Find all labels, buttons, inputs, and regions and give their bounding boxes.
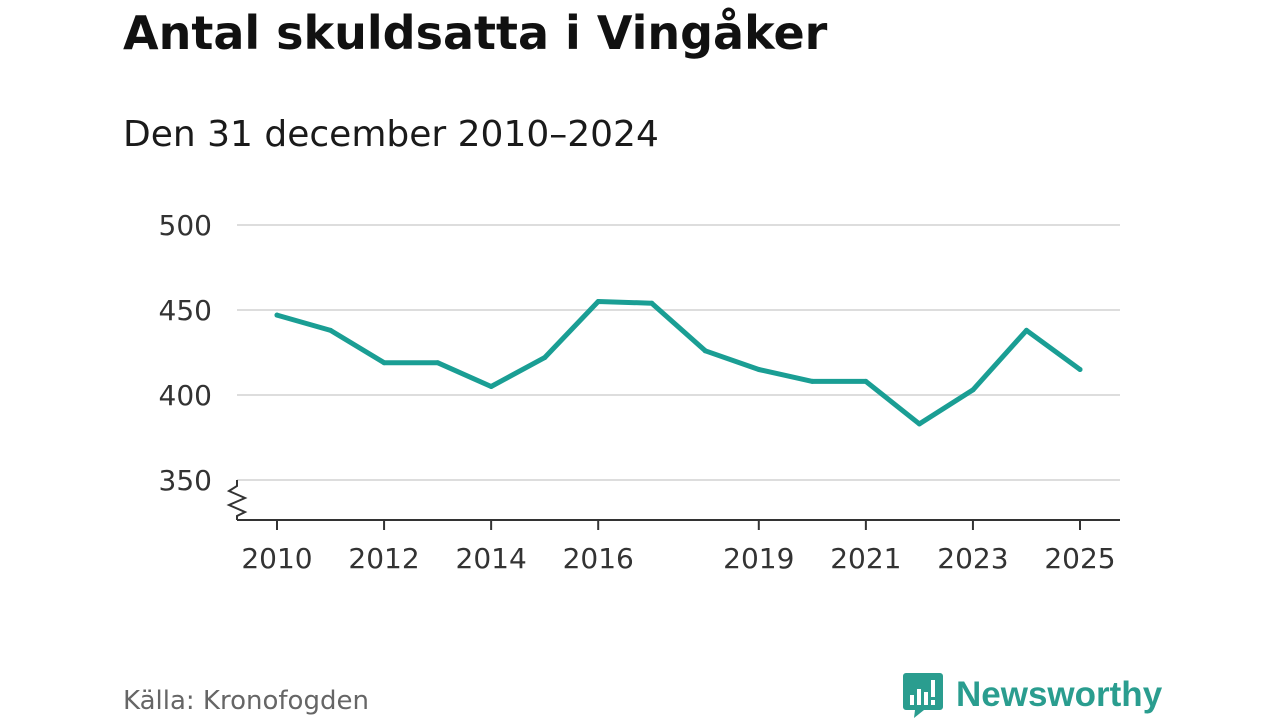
x-tick-label-2012: 2012 [348,542,419,575]
data-series [274,299,1083,427]
y-axis-labels: 350 400 450 500 [159,209,212,497]
x-tick-label-2016: 2016 [563,542,634,575]
data-point-2020 [809,378,815,384]
x-axis [226,480,1120,530]
data-point-2012 [381,360,387,366]
data-point-2017 [649,300,655,306]
data-point-2018 [702,348,708,354]
x-tick-label-2023: 2023 [937,542,1008,575]
data-point-2016 [595,299,601,304]
data-point-2014 [488,384,494,389]
series-line-0 [274,299,1083,427]
y-tick-label-450: 450 [159,294,212,327]
brand-logo: Newsworthy [902,671,1162,719]
data-point-2013 [435,360,441,366]
x-tick-label-2021: 2021 [830,542,901,575]
chart-title: Antal skuldsatta i Vingåker [123,6,828,60]
x-axis-labels: 2010 2012 2014 2016 2019 2021 2023 2025 [241,542,1115,575]
data-point-2024 [1023,327,1029,333]
data-point-2011 [328,327,334,333]
y-tick-label-350: 350 [159,464,212,497]
y-tick-label-500: 500 [159,209,212,242]
data-point-2010 [274,312,280,318]
grid-lines [237,224,1120,481]
axis-break-icon [226,480,248,520]
data-point-2022 [916,421,922,427]
x-tick-label-2025: 2025 [1044,542,1115,575]
x-tick-label-2010: 2010 [241,542,312,575]
source-credit: Källa: Kronofogden [123,686,369,716]
data-point-2019 [756,367,762,372]
x-tick-label-2019: 2019 [723,542,794,575]
newsworthy-icon [903,673,943,718]
data-point-2021 [863,378,869,384]
data-point-2023 [970,387,976,393]
line-chart: 350 400 450 500 2010 2012 2014 2016 2019 2021 202… [159,209,1120,575]
x-tick-label-2014: 2014 [456,542,527,575]
chart-subtitle: Den 31 december 2010–2024 [123,114,659,155]
data-point-2015 [542,355,548,361]
y-tick-label-400: 400 [159,379,212,412]
brand-name: Newsworthy [956,675,1163,714]
data-point-2025 [1077,367,1083,372]
